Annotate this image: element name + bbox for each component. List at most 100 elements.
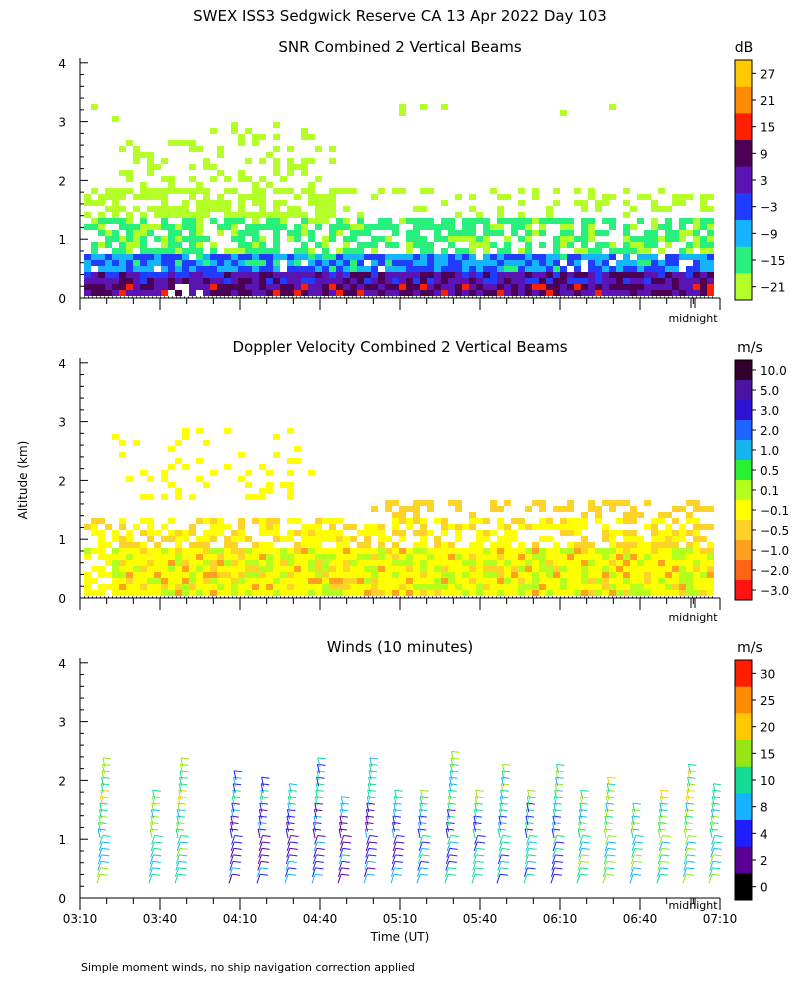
snr-cell xyxy=(686,248,693,254)
doppler-cell xyxy=(595,560,602,566)
snr-cell xyxy=(392,260,399,266)
snr-cell xyxy=(581,272,588,278)
snr-cell xyxy=(273,170,280,176)
snr-cell xyxy=(602,284,609,290)
doppler-cell xyxy=(350,572,357,578)
wind-barb-flag xyxy=(233,847,242,850)
doppler-cell xyxy=(455,560,462,566)
colorbar-swatch xyxy=(735,580,752,601)
doppler-cell xyxy=(399,560,406,566)
doppler-cell xyxy=(140,566,147,572)
snr-cell xyxy=(329,254,336,260)
snr-cell xyxy=(84,224,91,230)
wind-barb-staff xyxy=(151,835,156,845)
snr-cell xyxy=(448,218,455,224)
doppler-cell xyxy=(630,590,637,596)
doppler-cell xyxy=(469,512,476,518)
doppler-cell xyxy=(210,518,217,524)
doppler-cell xyxy=(693,542,700,548)
snr-cell xyxy=(581,206,588,212)
doppler-cell xyxy=(294,446,301,452)
snr-cell xyxy=(518,218,525,224)
doppler-cell xyxy=(322,554,329,560)
wind-barb-flag xyxy=(394,789,403,792)
snr-cell xyxy=(217,278,224,284)
snr-cell xyxy=(84,254,91,260)
wind-barb-flag xyxy=(286,822,295,825)
snr-cell xyxy=(119,284,126,290)
doppler-cell xyxy=(679,566,686,572)
doppler-cell xyxy=(399,506,406,512)
snr-cell xyxy=(203,260,210,266)
snr-cell xyxy=(154,284,161,290)
snr-cell xyxy=(280,284,287,290)
doppler-cell xyxy=(469,554,476,560)
doppler-cell xyxy=(140,548,147,554)
wind-barb-flag xyxy=(608,841,617,844)
snr-cell xyxy=(343,188,350,194)
doppler-cell xyxy=(196,536,203,542)
doppler-cell xyxy=(133,590,140,596)
doppler-cell xyxy=(98,566,105,572)
snr-cell xyxy=(189,242,196,248)
snr-cell xyxy=(693,260,700,266)
wind-barb-flag xyxy=(420,789,429,792)
snr-cell xyxy=(189,194,196,200)
snr-cell xyxy=(623,230,630,236)
doppler-cell xyxy=(413,506,420,512)
snr-cell xyxy=(259,194,266,200)
snr-cell xyxy=(406,272,413,278)
snr-cell xyxy=(707,272,714,278)
snr-cell xyxy=(336,266,343,272)
doppler-cell xyxy=(238,578,245,584)
wind-barb-staff xyxy=(603,828,607,839)
wind-barb-staff xyxy=(499,835,504,845)
snr-cell xyxy=(707,266,714,272)
doppler-cell xyxy=(623,542,630,548)
doppler-cell xyxy=(644,590,651,596)
snr-cell xyxy=(588,218,595,224)
wind-barb-flag xyxy=(233,770,243,773)
doppler-cell xyxy=(700,548,707,554)
wind-barb-flag xyxy=(100,796,109,799)
snr-cell xyxy=(98,266,105,272)
doppler-cell xyxy=(315,560,322,566)
wind-barb-flag xyxy=(150,828,159,831)
wind-barb-staff xyxy=(150,809,154,819)
snr-cell xyxy=(203,194,210,200)
snr-cell xyxy=(308,218,315,224)
colorbar-swatch xyxy=(735,220,752,248)
doppler-cell xyxy=(693,584,700,590)
wind-barb-flag xyxy=(631,815,641,818)
doppler-cell xyxy=(322,560,329,566)
doppler-heatmap xyxy=(84,428,714,596)
snr-cell xyxy=(322,272,329,278)
doppler-cell xyxy=(434,542,441,548)
snr-cell xyxy=(140,260,147,266)
snr-cell xyxy=(413,290,420,296)
wind-barb-flag xyxy=(230,822,239,825)
wind-barb-flag xyxy=(394,860,403,863)
doppler-cell xyxy=(301,554,308,560)
wind-barb-staff xyxy=(445,861,450,871)
doppler-cell xyxy=(140,542,147,548)
doppler-cell xyxy=(462,548,469,554)
wind-barb-staff xyxy=(577,854,582,865)
snr-cell xyxy=(224,206,231,212)
doppler-cell xyxy=(616,572,623,578)
snr-cell xyxy=(161,236,168,242)
snr-cell xyxy=(175,230,182,236)
snr-cell xyxy=(567,254,574,260)
wind-barb-flag xyxy=(684,815,694,818)
wind-barb-flag xyxy=(631,822,640,825)
doppler-cell xyxy=(329,536,336,542)
doppler-cell xyxy=(427,560,434,566)
snr-cell xyxy=(182,278,189,284)
snr-cell xyxy=(301,266,308,272)
snr-cell xyxy=(224,200,231,206)
doppler-cell xyxy=(707,506,714,512)
doppler-cell xyxy=(665,554,672,560)
doppler-cell xyxy=(595,548,602,554)
snr-cell xyxy=(483,254,490,260)
wind-barb-flag xyxy=(527,860,536,863)
